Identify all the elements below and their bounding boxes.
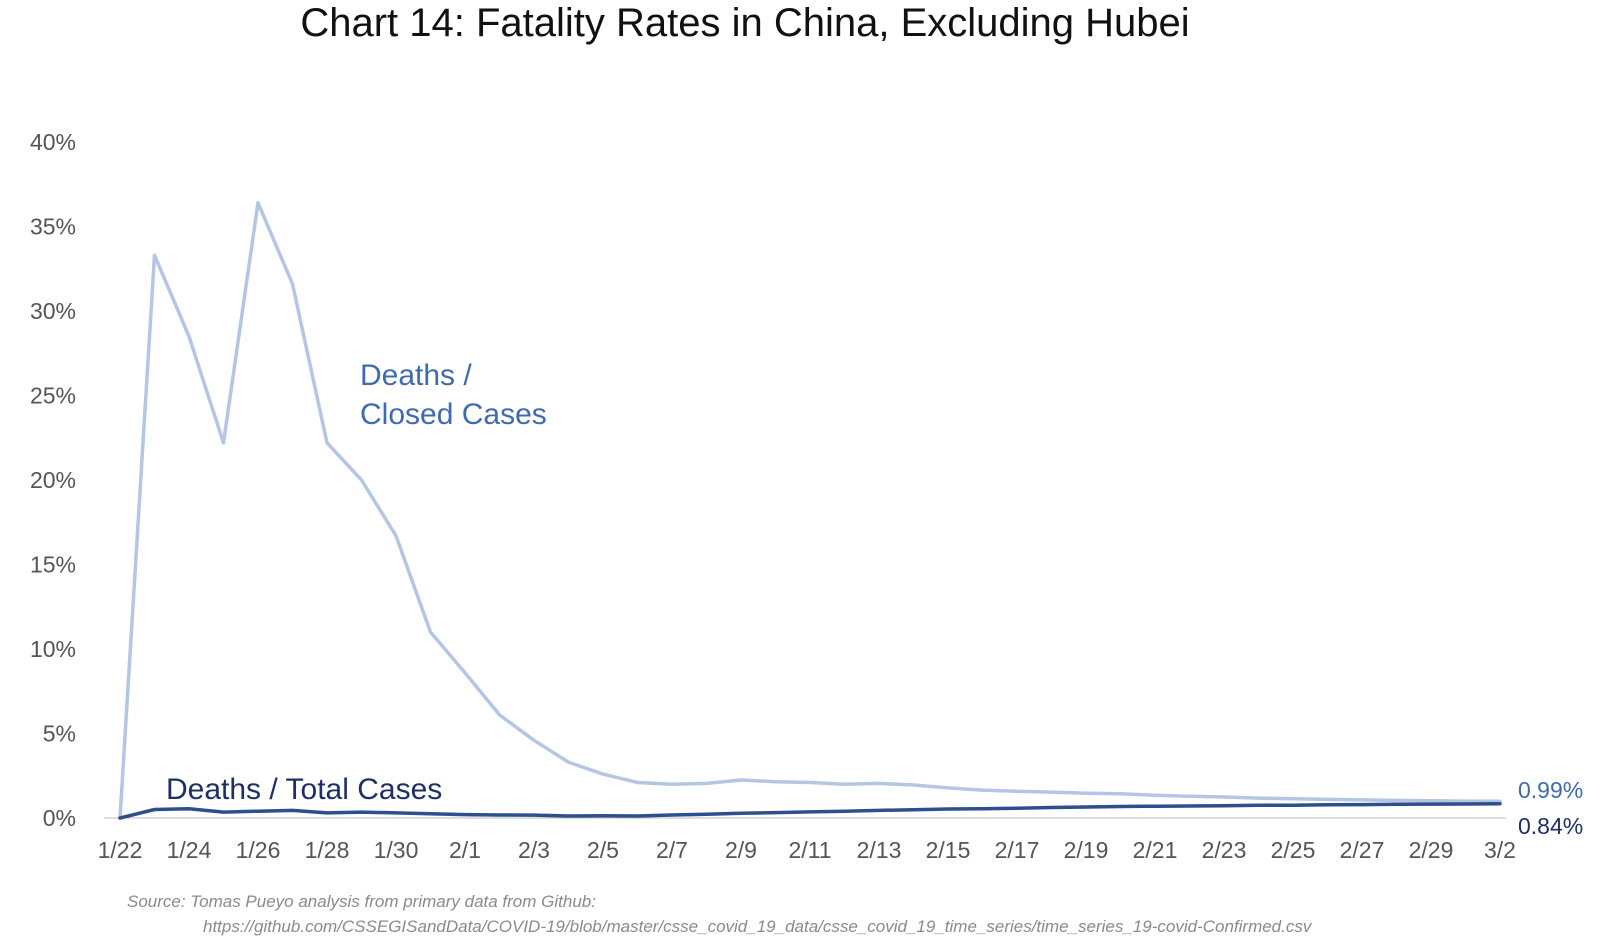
end-label-total: 0.84% <box>1518 813 1583 839</box>
chart-title: Chart 14: Fatality Rates in China, Exclu… <box>300 1 1189 45</box>
x-tick-label: 2/25 <box>1271 837 1316 863</box>
x-tick-label: 1/28 <box>305 837 350 863</box>
series-label-total: Deaths / Total Cases <box>166 773 442 806</box>
y-tick-label: 10% <box>30 636 76 662</box>
x-tick-label: 2/19 <box>1064 837 1109 863</box>
y-tick-label: 5% <box>43 721 76 747</box>
x-tick-label: 2/3 <box>518 837 550 863</box>
x-tick-label: 1/30 <box>374 837 419 863</box>
series-lines <box>118 201 1502 820</box>
x-axis-ticks: 1/22 1/24 1/26 1/28 1/30 2/1 2/3 2/5 2/7 2/9 2/11 2… <box>98 837 1516 863</box>
y-tick-label: 30% <box>30 298 76 324</box>
x-tick-label: 1/22 <box>98 837 143 863</box>
source-line-1: Source: Tomas Pueyo analysis from primar… <box>127 892 596 911</box>
y-axis-ticks: 0% 5% 10% 15% 20% 25% 30% 35% 40% <box>30 129 76 831</box>
x-tick-label: 2/1 <box>449 837 481 863</box>
x-tick-label: 2/11 <box>788 837 831 863</box>
x-tick-label: 2/27 <box>1340 837 1385 863</box>
source-line-2: https://github.com/CSSEGISandData/COVID-… <box>203 917 1313 936</box>
x-tick-label: 1/26 <box>236 837 281 863</box>
x-tick-label: 2/15 <box>926 837 971 863</box>
y-tick-label: 40% <box>30 129 76 155</box>
y-tick-label: 20% <box>30 467 76 493</box>
series-line-0 <box>118 201 1502 820</box>
x-tick-label: 1/24 <box>167 837 212 863</box>
series-label-closed-line2: Closed Cases <box>360 398 547 431</box>
x-tick-label: 2/13 <box>857 837 902 863</box>
end-label-closed: 0.99% <box>1518 777 1583 803</box>
x-tick-label: 3/2 <box>1484 837 1516 863</box>
series-label-closed-line1: Deaths / <box>360 359 472 392</box>
y-tick-label: 0% <box>43 805 76 831</box>
series-line-1 <box>118 802 1502 820</box>
x-tick-label: 2/21 <box>1133 837 1178 863</box>
y-tick-label: 35% <box>30 214 76 240</box>
series-label-closed: Deaths / Closed Cases <box>360 359 547 431</box>
x-tick-label: 2/7 <box>656 837 688 863</box>
x-tick-label: 2/9 <box>725 837 757 863</box>
y-tick-label: 15% <box>30 552 76 578</box>
x-tick-label: 2/29 <box>1409 837 1454 863</box>
x-tick-label: 2/5 <box>587 837 619 863</box>
x-tick-label: 2/23 <box>1202 837 1247 863</box>
y-tick-label: 25% <box>30 383 76 409</box>
x-tick-label: 2/17 <box>995 837 1040 863</box>
